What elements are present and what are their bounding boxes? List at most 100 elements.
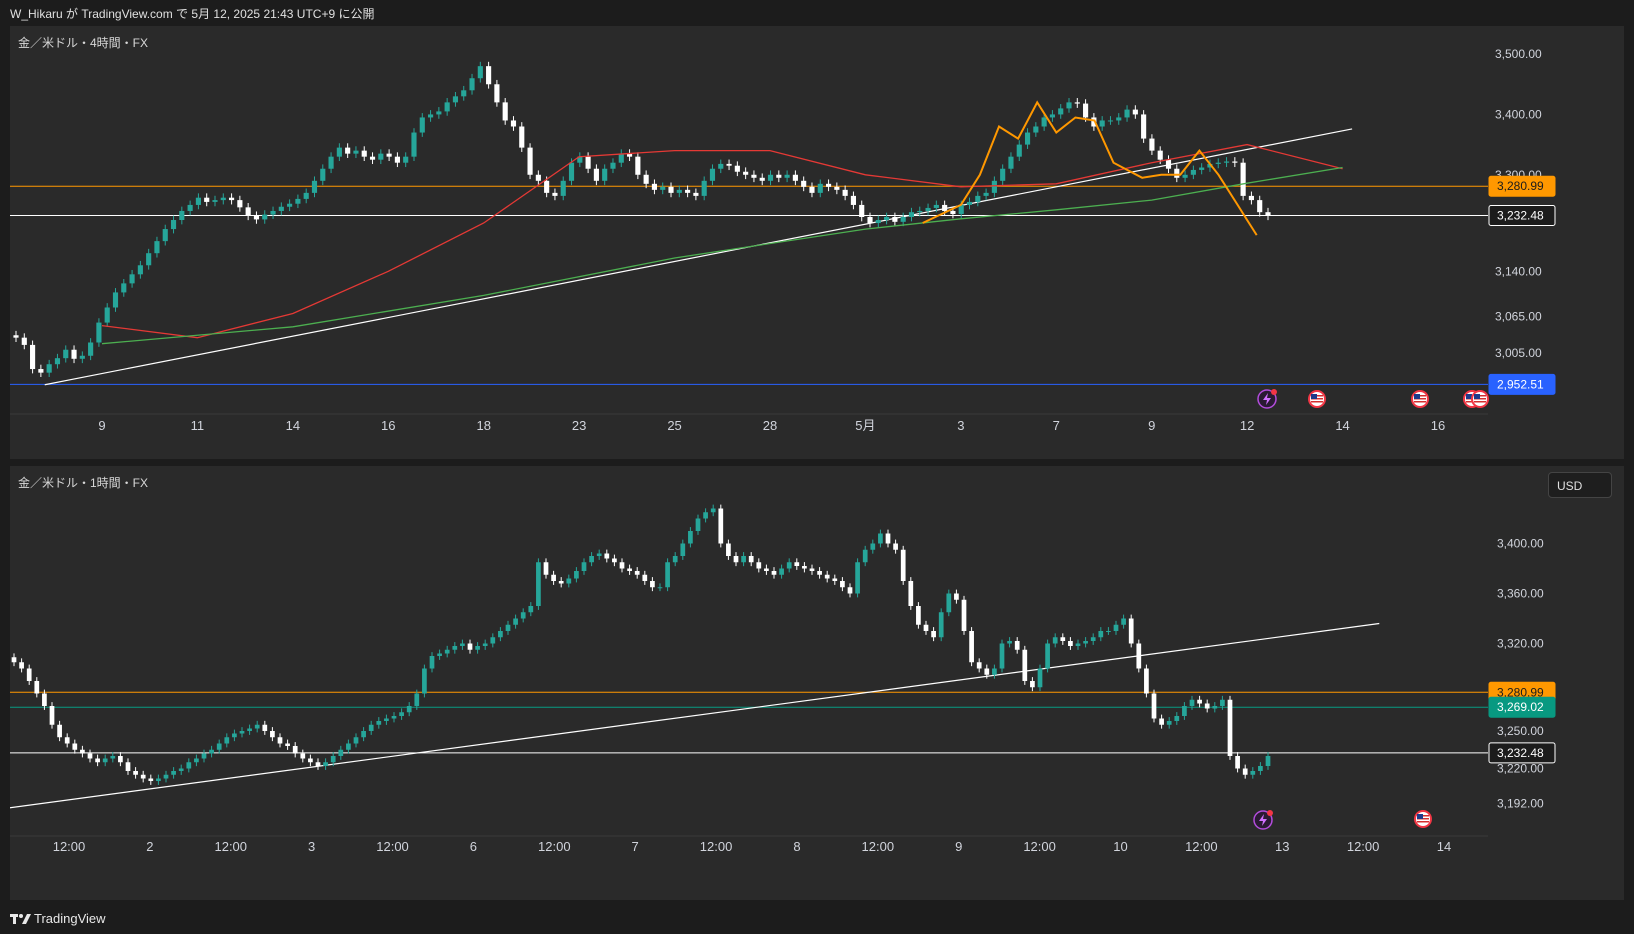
candle-body (88, 342, 94, 356)
price-tag: 2,952.51 (1488, 373, 1556, 395)
candle-body (278, 206, 284, 211)
candle-body (1049, 114, 1055, 118)
price-tag: 3,232.48 (1488, 742, 1556, 764)
candle-body (378, 153, 384, 160)
us-flag-event-icon (1414, 810, 1432, 828)
candle-body (1066, 102, 1072, 109)
candle-body (950, 210, 956, 214)
candle-body (104, 307, 110, 323)
candle-body (133, 771, 138, 775)
candle-body (767, 174, 774, 181)
candle-body (784, 174, 790, 178)
candle-body (195, 197, 201, 205)
candle-body (216, 743, 222, 750)
candle-body (718, 508, 724, 544)
candle-body (315, 762, 321, 766)
candle-body (954, 593, 959, 600)
candle-body (693, 192, 699, 196)
candle-body (1099, 120, 1105, 127)
candle-body (46, 364, 52, 373)
candle-body (1182, 706, 1187, 716)
price-tag-bg (1488, 175, 1556, 197)
time-tick-label: 14 (1437, 839, 1451, 854)
currency-button[interactable]: USD (1548, 472, 1612, 498)
candle-body (186, 762, 192, 769)
price-tag-bg (1488, 742, 1556, 764)
chart-pane-4h[interactable]: 3,500.00 3,400.00 3,300.00 3,140.00 3,065.00… (10, 26, 1624, 459)
chart-pane-1h[interactable]: 3,400.00 3,360.00 3,320.00 3,250.00 3,220.00… (10, 466, 1624, 900)
candle-body (870, 543, 876, 550)
price-tick-label: 3,250.00 (1497, 724, 1544, 738)
candle-body (1045, 643, 1050, 669)
candle-body (80, 749, 85, 754)
candle-body (368, 724, 374, 731)
candle-body (726, 543, 731, 556)
candle-body (96, 322, 102, 343)
candle-body (560, 180, 566, 196)
candle-body (519, 126, 525, 148)
candle-body (444, 102, 450, 112)
candle-body (992, 668, 997, 675)
time-tick-label: 9 (1148, 418, 1155, 433)
candle-body (809, 568, 815, 571)
candle-body (756, 562, 762, 569)
candle-body (581, 562, 587, 571)
candle-body (1248, 195, 1254, 201)
candle-body (444, 649, 450, 654)
candle-body (1141, 114, 1147, 139)
candle-body (842, 189, 848, 196)
chart-1h[interactable]: 3,400.00 3,360.00 3,320.00 3,250.00 3,220.00… (10, 466, 1624, 900)
candle-body (961, 599, 967, 631)
candle-body (604, 553, 610, 559)
time-tick-label: 14 (286, 418, 300, 433)
candle-body (194, 758, 199, 763)
candle-body (1190, 169, 1196, 175)
candle-body (467, 643, 473, 650)
candle-body (490, 637, 496, 644)
candle-body (1106, 631, 1111, 632)
candle-body (618, 153, 624, 163)
time-tick-label: 7 (632, 839, 639, 854)
candle-body (892, 217, 898, 222)
candle-body (112, 292, 119, 308)
candle-body (353, 737, 359, 744)
price-tick-label: 3,220.00 (1497, 762, 1544, 776)
candle-body (179, 210, 185, 221)
candle-body (1199, 167, 1205, 170)
candle-body (776, 174, 782, 178)
candle-body (520, 612, 526, 619)
candle-body (1058, 108, 1064, 115)
time-tick-label: 12:00 (1347, 839, 1380, 854)
pane-title: 金／米ドル・1時間・FX (18, 476, 149, 490)
candle-body (574, 571, 579, 579)
candle-body (923, 624, 929, 631)
candle-body (452, 96, 459, 103)
candle-body (63, 349, 69, 359)
candle-body (212, 200, 218, 202)
candle-body (1257, 200, 1263, 213)
published-info: W_Hikaru が TradingView.com で 5月 12, 2025… (10, 7, 375, 21)
candle-body (931, 631, 936, 638)
us-flag-event-icon (1411, 390, 1429, 408)
candle-body (1159, 718, 1164, 725)
candle-body (254, 724, 260, 729)
candle-body (908, 212, 915, 217)
candle-body (1037, 668, 1043, 688)
candle-body (1052, 637, 1058, 644)
candle-body (1016, 144, 1022, 157)
candle-body (436, 111, 442, 115)
trend-line (44, 128, 1353, 386)
candle-body (1149, 138, 1155, 151)
candle-body (19, 662, 24, 669)
time-tick-label: 12:00 (214, 839, 247, 854)
candle-body (528, 606, 534, 613)
candle-body (984, 668, 990, 675)
candle-body (437, 653, 442, 656)
chart-4h[interactable]: 3,500.003,400.003,300.003,140.003,065.00… (10, 26, 1624, 459)
candle-body (452, 646, 458, 650)
candle-body (394, 156, 400, 163)
candle-body (1240, 162, 1246, 196)
footer: TradingView (0, 904, 1634, 934)
time-tick-label: 7 (1053, 418, 1060, 433)
candle-body (399, 712, 404, 716)
